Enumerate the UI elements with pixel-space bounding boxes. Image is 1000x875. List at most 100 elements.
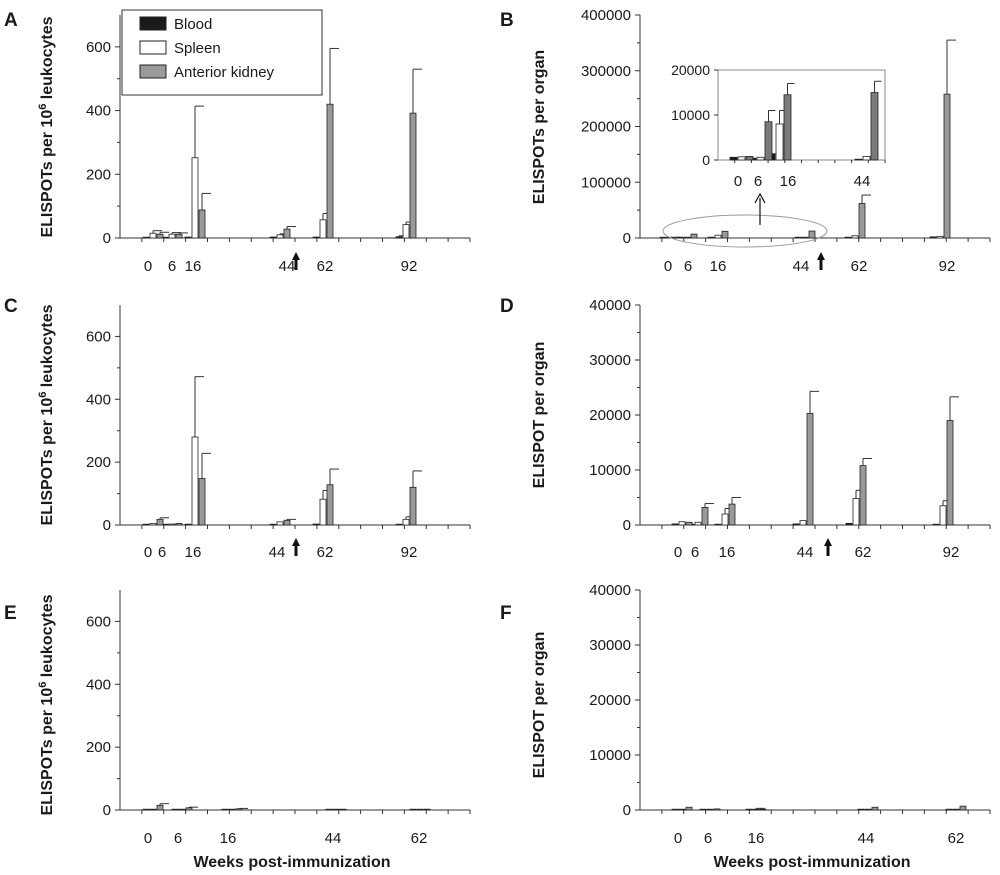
panel-letter: D: [500, 296, 514, 317]
x-tick-label: 6: [691, 544, 699, 561]
x-tick-label: 44: [858, 830, 875, 847]
bar-spleen-62: [416, 808, 424, 811]
bar-blood-0: [659, 236, 667, 239]
x-tick-label: 16: [748, 830, 765, 847]
inset-bar-spleen-0: [737, 156, 746, 161]
bar-blood-0: [142, 808, 150, 811]
panel-letter: C: [4, 296, 18, 317]
y-tick-label: 400000: [581, 7, 631, 24]
bar-spleen-62: [319, 219, 327, 239]
bar-spleen-44: [799, 520, 807, 526]
x-tick-label: 0: [664, 258, 672, 275]
bar-spleen-92: [936, 235, 944, 239]
x-tick-label: 16: [710, 258, 727, 275]
x-tick-label: 6: [704, 830, 712, 847]
bar-blood-0: [671, 523, 679, 526]
bar-anterior-kidney-62: [423, 808, 431, 811]
bar-blood-44: [857, 808, 865, 811]
bar-spleen-6: [683, 236, 691, 239]
y-axis-label: ELISPOT per organ: [531, 632, 548, 779]
x-axis-label: Weeks post-immunization: [193, 854, 390, 871]
bar-anterior-kidney-92: [946, 420, 954, 526]
x-tick-label: 44: [793, 258, 810, 275]
x-tick-label: 92: [401, 544, 418, 561]
bar-spleen-62: [952, 808, 960, 811]
inset-y-tick-label: 10000: [671, 107, 710, 123]
bar-anterior-kidney-92: [409, 486, 417, 526]
y-tick-label: 0: [103, 517, 111, 534]
x-tick-label: 16: [220, 830, 237, 847]
y-tick-label: 0: [103, 230, 111, 247]
x-tick-label: 62: [411, 830, 428, 847]
y-tick-label: 400: [86, 103, 111, 120]
x-tick-label: 44: [797, 544, 814, 561]
bar-blood-62: [312, 236, 320, 239]
bar-anterior-kidney-6: [713, 808, 721, 811]
y-tick-label: 40000: [589, 297, 631, 314]
bar-spleen-16: [714, 234, 722, 239]
bar-blood-44: [792, 523, 800, 526]
bar-anterior-kidney-6: [690, 233, 698, 239]
y-tick-label: 400: [86, 391, 111, 408]
x-tick-label: 44: [269, 544, 286, 561]
y-tick-label: 600: [86, 39, 111, 56]
x-tick-label: 6: [168, 258, 176, 275]
x-tick-label: 6: [174, 830, 182, 847]
bar-blood-0: [142, 523, 150, 526]
bar-anterior-kidney-62: [959, 805, 967, 811]
inset-x-tick-label: 44: [854, 173, 871, 190]
bar-blood-62: [409, 808, 417, 811]
bar-spleen-0: [678, 521, 686, 526]
arrow-head-icon: [292, 538, 300, 546]
arrow-head-icon: [292, 252, 300, 260]
bar-anterior-kidney-6: [701, 506, 709, 526]
x-tick-label: 16: [185, 544, 202, 561]
bar-anterior-kidney-0: [673, 236, 681, 239]
bar-blood-0: [142, 236, 150, 239]
y-axis-label-text: ELISPOTs per 10: [39, 688, 56, 816]
x-tick-label: 44: [279, 258, 296, 275]
bar-anterior-kidney-6: [175, 233, 183, 239]
x-tick-label: 44: [325, 830, 342, 847]
y-tick-label: 0: [623, 802, 631, 819]
x-tick-label: 92: [401, 258, 418, 275]
bar-spleen-6: [706, 808, 714, 811]
bar-spleen-6: [178, 808, 186, 811]
bar-spleen-0: [149, 523, 157, 526]
y-tick-label: 10000: [589, 747, 631, 764]
y-axis-label-text: leukocytes: [39, 304, 56, 391]
y-axis-label-text: ELISPOTs per 10: [39, 398, 56, 526]
bar-blood-16: [184, 236, 192, 239]
x-axis-label: Weeks post-immunization: [713, 854, 910, 871]
panel-letter: E: [4, 603, 17, 624]
legend-swatch: [139, 64, 167, 79]
y-axis-label: ELISPOTs per organ: [531, 50, 548, 204]
bar-anterior-kidney-44: [871, 806, 879, 811]
bar-spleen-62: [319, 498, 327, 526]
zoom-arrow-head-icon: [754, 192, 766, 204]
x-tick-label: 92: [943, 544, 960, 561]
bar-blood-62: [845, 522, 853, 526]
y-tick-label: 20000: [589, 692, 631, 709]
bar-anterior-kidney-16: [198, 478, 206, 526]
bar-spleen-92: [402, 518, 410, 526]
bar-blood-6: [171, 808, 179, 811]
inset-x-tick-label: 0: [734, 173, 742, 190]
y-axis-label: ELISPOTs per 106 leukocytes: [37, 594, 56, 815]
bar-spleen-6: [168, 523, 176, 526]
bar-anterior-kidney-62: [859, 465, 867, 526]
bar-blood-92: [929, 236, 937, 239]
bar-blood-6: [699, 808, 707, 811]
bar-spleen-0: [678, 808, 686, 811]
bar-anterior-kidney-44: [283, 519, 291, 526]
bar-anterior-kidney-6: [175, 523, 183, 526]
bar-anterior-kidney-16: [198, 209, 206, 239]
x-tick-label: 0: [144, 830, 152, 847]
bar-anterior-kidney-92: [943, 93, 951, 239]
y-tick-label: 400: [86, 676, 111, 693]
y-tick-label: 200: [86, 739, 111, 756]
